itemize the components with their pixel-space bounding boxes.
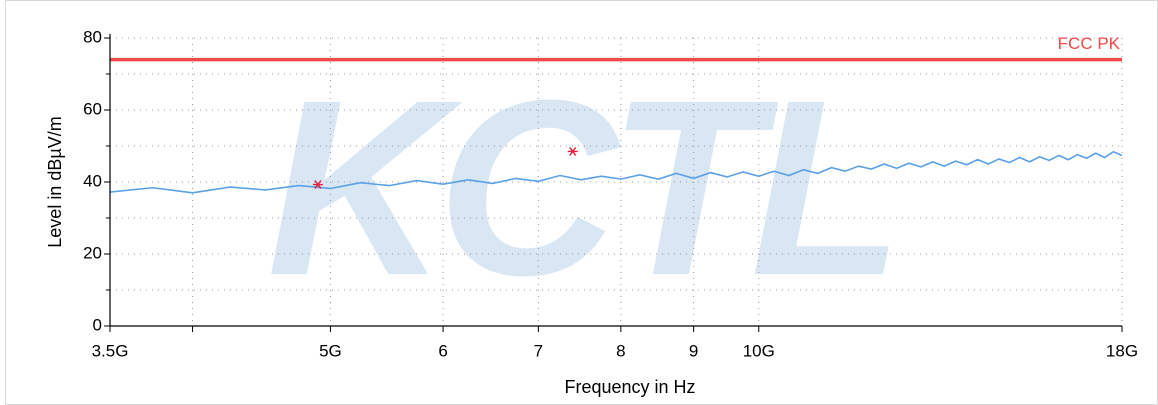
x-tick-label: 7 bbox=[534, 341, 543, 360]
y-tick-label: 20 bbox=[83, 243, 102, 262]
x-tick-label: 3.5G bbox=[92, 341, 129, 360]
y-tick-label: 80 bbox=[83, 27, 102, 46]
x-tick-label: 18G bbox=[1106, 341, 1138, 360]
y-tick-label: 40 bbox=[83, 171, 102, 190]
x-tick-label: 9 bbox=[689, 341, 698, 360]
x-tick-label: 10G bbox=[743, 341, 775, 360]
y-tick-label: 60 bbox=[83, 99, 102, 118]
peak-marker bbox=[312, 180, 323, 189]
x-axis-label: Frequency in Hz bbox=[564, 377, 695, 397]
y-axis-label: Level in dBµV/m bbox=[45, 116, 65, 247]
x-tick-label: 6 bbox=[438, 341, 447, 360]
legend-label: FCC PK bbox=[1058, 34, 1121, 53]
peak-marker bbox=[567, 146, 578, 156]
x-tick-label: 5G bbox=[319, 341, 342, 360]
trace bbox=[109, 150, 1123, 194]
watermark: KCTL bbox=[267, 48, 894, 327]
y-tick-label: 0 bbox=[93, 315, 102, 334]
x-tick-label: 8 bbox=[616, 341, 625, 360]
